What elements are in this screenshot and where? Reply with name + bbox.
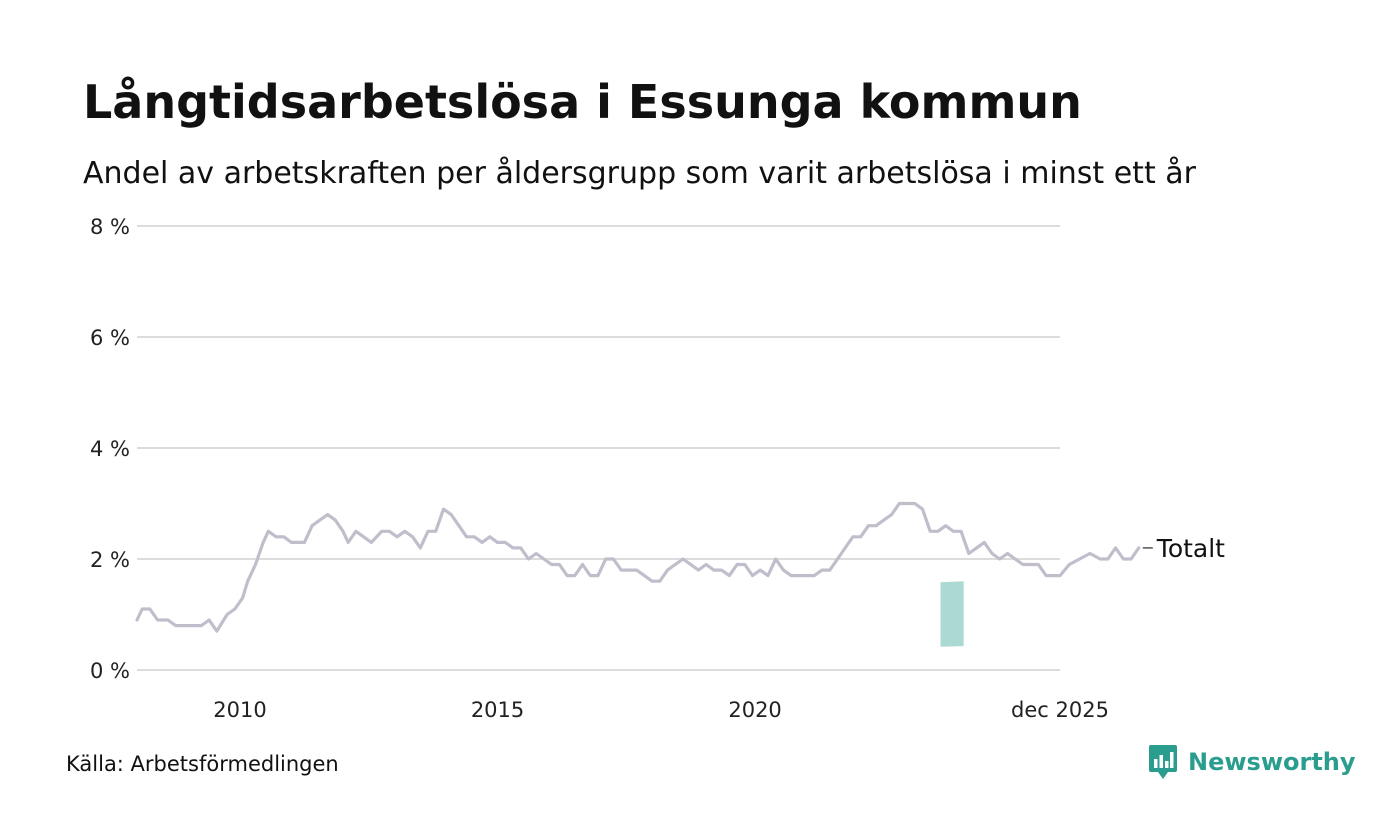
series-labels: Totalt <box>1142 534 1225 563</box>
y-tick-label: 2 % <box>90 548 130 572</box>
grid-lines <box>137 225 1060 671</box>
uncertainty-band <box>940 581 964 647</box>
x-tick-label: 2010 <box>213 698 266 722</box>
x-tick-label: 2015 <box>471 698 524 722</box>
source-note: Källa: Arbetsförmedlingen <box>66 752 339 776</box>
series-lines <box>135 501 1141 633</box>
newsworthy-logo-text: Newsworthy <box>1188 748 1356 776</box>
series-line <box>135 501 1141 633</box>
chart-subtitle: Andel av arbetskraften per åldersgrupp s… <box>83 156 1196 191</box>
chart-title: Långtidsarbetslösa i Essunga kommun <box>83 75 1082 129</box>
axis-ticks: 0 % 2 % 4 % 6 % 8 % 2010 2015 2020 dec 2025 <box>90 215 1109 722</box>
y-tick-label: 6 % <box>90 326 130 350</box>
x-tick-label: dec 2025 <box>1011 698 1109 722</box>
x-tick-label: 2020 <box>728 698 781 722</box>
newsworthy-logo-icon <box>1149 745 1177 779</box>
newsworthy-logo: Newsworthy <box>1148 744 1356 780</box>
series-label: Totalt <box>1156 534 1225 563</box>
y-tick-label: 0 % <box>90 659 130 683</box>
uncertainty-bands <box>940 581 964 647</box>
y-tick-label: 8 % <box>90 215 130 239</box>
y-tick-label: 4 % <box>90 437 130 461</box>
